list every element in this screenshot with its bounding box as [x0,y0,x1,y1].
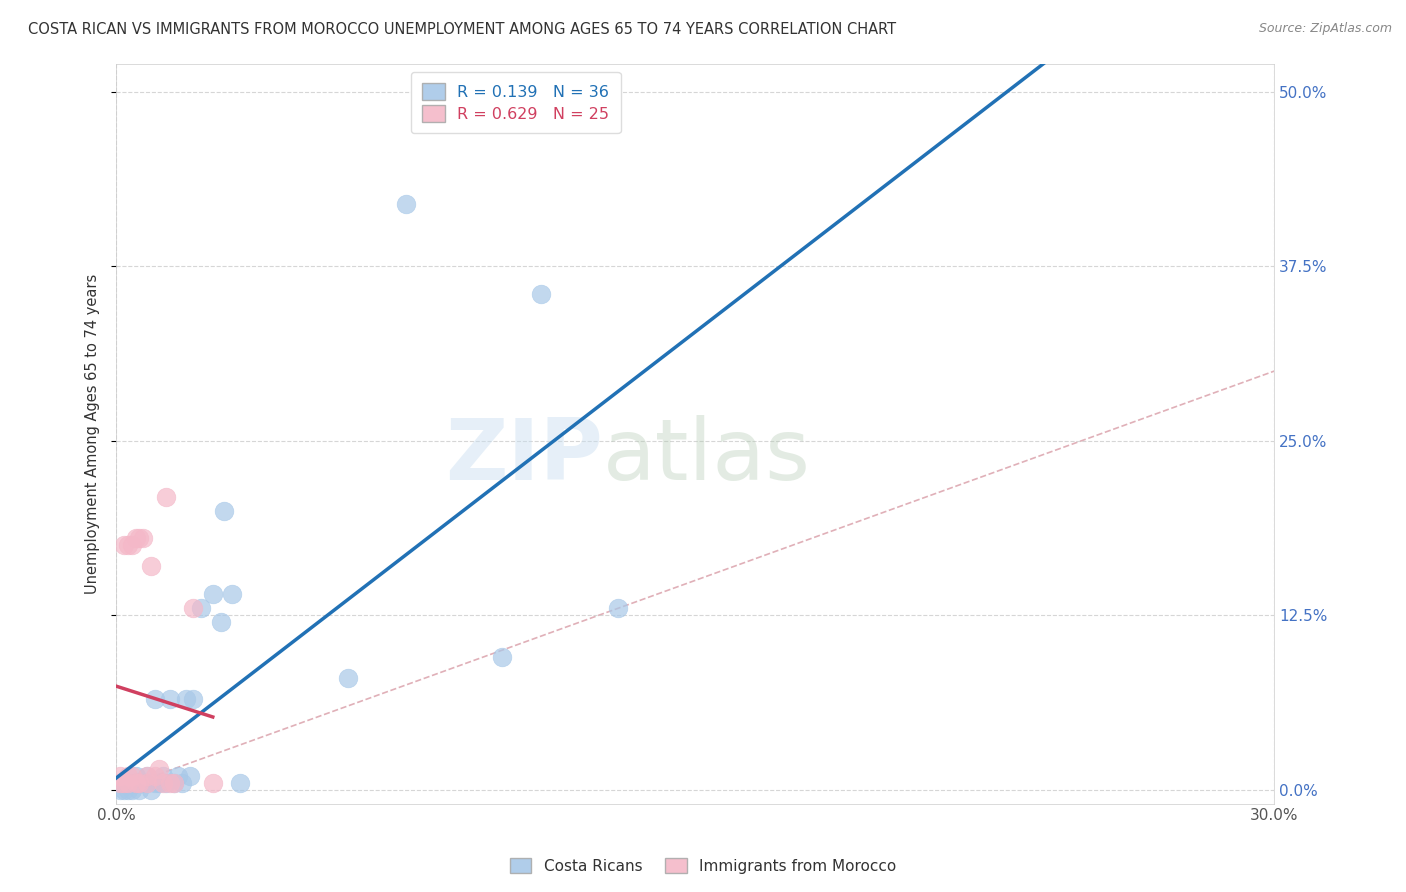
Point [155,490,177,504]
Point [136,769,159,783]
Point [121,539,143,553]
Point [201,587,224,601]
Point [117,782,139,797]
Point [159,775,181,789]
Point [128,532,150,546]
Point [152,775,174,789]
Point [163,775,186,789]
Point [124,775,146,789]
Point [132,532,155,546]
Point [159,692,181,706]
Legend: Costa Ricans, Immigrants from Morocco: Costa Ricans, Immigrants from Morocco [503,852,903,880]
Point [174,692,197,706]
Point [139,782,162,797]
Point [221,587,243,601]
Point [139,559,162,574]
Point [179,769,201,783]
Point [112,539,135,553]
Point [128,775,150,789]
Point [167,769,190,783]
Point [108,775,131,789]
Point [117,769,139,783]
Text: ZIP: ZIP [444,415,603,498]
Point [491,650,513,665]
Point [190,601,212,615]
Point [108,769,131,783]
Point [136,775,159,789]
Point [128,782,150,797]
Point [132,775,155,789]
Text: Source: ZipAtlas.com: Source: ZipAtlas.com [1258,22,1392,36]
Point [170,775,193,789]
Point [136,775,159,789]
Point [143,692,166,706]
Point [143,775,166,789]
Point [229,775,252,789]
Point [183,601,205,615]
Point [112,782,135,797]
Point [336,671,359,685]
Point [136,769,159,783]
Point [155,775,177,789]
Point [148,762,170,776]
Point [607,601,630,615]
Point [117,775,139,789]
Point [148,775,170,789]
Text: COSTA RICAN VS IMMIGRANTS FROM MOROCCO UNEMPLOYMENT AMONG AGES 65 TO 74 YEARS CO: COSTA RICAN VS IMMIGRANTS FROM MOROCCO U… [28,22,896,37]
Point [209,615,232,630]
Point [121,769,143,783]
Point [143,769,166,783]
Y-axis label: Unemployment Among Ages 65 to 74 years: Unemployment Among Ages 65 to 74 years [86,274,100,594]
Text: atlas: atlas [603,415,811,498]
Point [108,782,131,797]
Point [214,503,236,517]
Point [395,196,418,211]
Point [121,775,143,789]
Point [183,692,205,706]
Point [124,775,146,789]
Point [163,775,186,789]
Point [121,782,143,797]
Legend: R = 0.139   N = 36, R = 0.629   N = 25: R = 0.139 N = 36, R = 0.629 N = 25 [411,72,620,133]
Point [124,769,146,783]
Point [201,775,224,789]
Point [152,769,174,783]
Point [112,775,135,789]
Point [117,539,139,553]
Point [124,532,146,546]
Point [530,287,553,301]
Point [117,775,139,789]
